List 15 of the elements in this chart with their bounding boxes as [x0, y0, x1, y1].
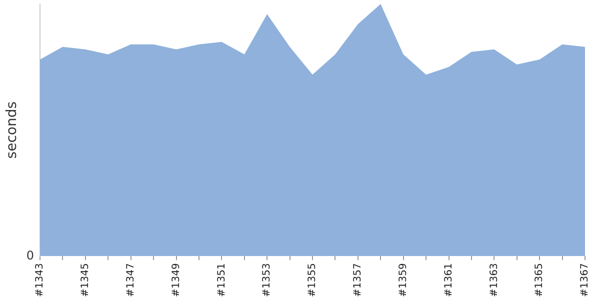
x-tick-label: #1343	[34, 263, 46, 297]
x-tick-label: #1355	[307, 263, 318, 297]
x-tick-label: #1365	[534, 263, 546, 297]
annotation: 0	[26, 248, 34, 262]
x-tick-label: #1351	[216, 263, 228, 297]
x-tick-label: #1359	[398, 263, 409, 297]
x-tick-label: #1367	[580, 263, 591, 297]
x-tick-label: #1347	[125, 263, 136, 297]
x-tick-label: #1345	[80, 263, 92, 297]
y-axis-title: seconds	[4, 101, 20, 159]
x-tick-label: #1357	[352, 263, 364, 297]
x-tick-label: #1361	[443, 263, 454, 297]
x-tick-label: #1363	[488, 263, 500, 297]
x-tick-label: #1349	[170, 263, 182, 297]
x-tick-label: #1353	[262, 263, 273, 297]
